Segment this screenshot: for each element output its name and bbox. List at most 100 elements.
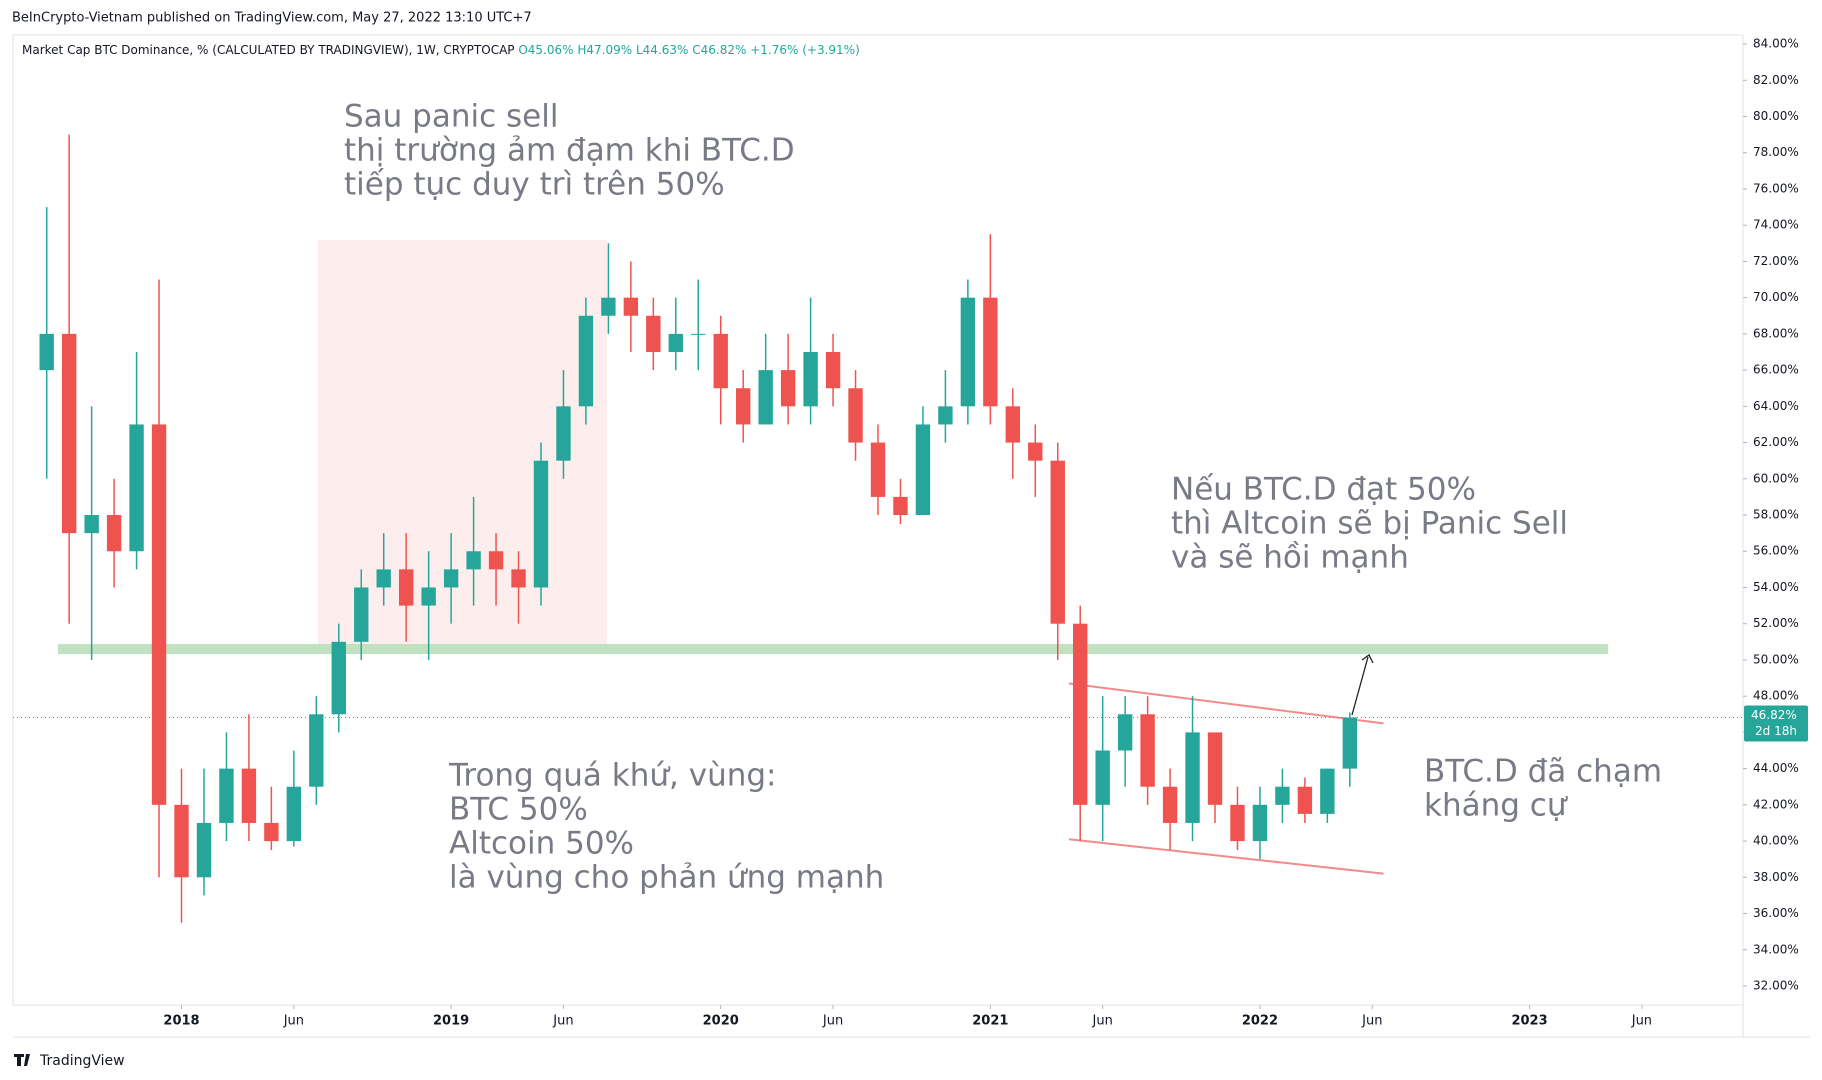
candle-body xyxy=(825,351,841,389)
x-tick-label: 2019 xyxy=(433,1014,469,1029)
arrow xyxy=(1351,656,1369,716)
candle-body xyxy=(1162,786,1178,823)
candle-body xyxy=(219,768,234,823)
y-tick-label: 68.00% xyxy=(1753,326,1799,340)
legend-low: L44.63% xyxy=(636,43,688,57)
legend-change: +1.76% (+3.91%) xyxy=(750,43,860,57)
annotation-line: thị trường ảm đạm khi BTC.D xyxy=(344,133,795,169)
candle-body xyxy=(803,351,818,407)
candle-body xyxy=(915,424,931,516)
x-tick-label: 2020 xyxy=(703,1014,739,1029)
candle-body xyxy=(1230,804,1245,842)
candle-body xyxy=(488,551,504,570)
annotation-line: BTC.D đã chạm xyxy=(1424,754,1662,790)
annotation-line: kháng cự xyxy=(1424,788,1568,824)
candle-body xyxy=(1095,750,1110,805)
candle-body xyxy=(106,515,122,552)
y-tick-label: 42.00% xyxy=(1753,797,1799,811)
annotation-line: Altcoin 50% xyxy=(449,826,634,862)
candle-body xyxy=(1005,406,1020,443)
candle-body xyxy=(960,297,976,407)
y-tick-label: 48.00% xyxy=(1753,689,1799,703)
candle-body xyxy=(578,315,594,407)
candle-body xyxy=(309,714,324,787)
x-tick-label: Jun xyxy=(822,1014,843,1029)
candle-body xyxy=(398,569,414,606)
candle-body xyxy=(646,315,661,352)
candle-body xyxy=(938,406,953,425)
annotation-line: thì Altcoin sẽ bị Panic Sell xyxy=(1171,506,1568,542)
candle-body xyxy=(1185,732,1200,823)
candle-body xyxy=(668,333,683,352)
footer: TradingView xyxy=(39,1053,125,1069)
channel-line xyxy=(1068,838,1384,875)
candle-body xyxy=(556,406,571,461)
x-tick-label: 2021 xyxy=(972,1014,1008,1029)
header: BeInCrypto-Vietnam published on TradingV… xyxy=(12,11,532,26)
last-price-label: 46.82% xyxy=(1751,708,1797,722)
candle-body xyxy=(758,370,773,425)
candle-body xyxy=(286,786,302,842)
legend: Market Cap BTC Dominance, % (CALCULATED … xyxy=(22,43,860,57)
y-tick-label: 74.00% xyxy=(1753,218,1799,232)
candle-body xyxy=(1028,442,1043,461)
candle-body xyxy=(376,569,391,588)
arrow-head xyxy=(1361,654,1374,664)
x-tick-label: Jun xyxy=(283,1014,304,1029)
annotation-line: BTC 50% xyxy=(449,792,588,828)
candle-body xyxy=(466,551,481,570)
annotation-line: là vùng cho phản ứng mạnh xyxy=(449,860,884,896)
x-tick-label: 2022 xyxy=(1242,1014,1278,1029)
candle-body xyxy=(1207,732,1223,805)
x-tick-label: Jun xyxy=(1631,1014,1652,1029)
candle-body xyxy=(736,388,751,425)
candle-body xyxy=(870,442,886,497)
candle-body xyxy=(443,569,459,588)
y-tick-label: 78.00% xyxy=(1753,145,1799,159)
y-tick-label: 44.00% xyxy=(1753,761,1799,775)
y-tick-label: 64.00% xyxy=(1753,399,1799,413)
candle-body xyxy=(848,388,863,443)
legend-open: O45.06% xyxy=(518,43,573,57)
candle-body xyxy=(354,587,369,642)
y-tick-label: 50.00% xyxy=(1753,652,1799,666)
y-tick-label: 76.00% xyxy=(1753,181,1799,195)
candle-body xyxy=(129,424,144,552)
y-tick-label: 36.00% xyxy=(1753,906,1799,920)
y-tick-label: 82.00% xyxy=(1753,73,1799,87)
y-tick-label: 62.00% xyxy=(1753,435,1799,449)
last-price-countdown: 2d 18h xyxy=(1755,724,1797,738)
y-tick-label: 40.00% xyxy=(1753,834,1799,848)
candle-body xyxy=(1320,768,1335,814)
x-tick-label: Jun xyxy=(552,1014,573,1029)
candle-body xyxy=(421,587,436,606)
candle-body xyxy=(691,333,706,335)
x-tick-label: Jun xyxy=(1361,1014,1382,1029)
tv-logo xyxy=(14,1054,30,1066)
y-tick-label: 58.00% xyxy=(1753,508,1799,522)
candle-body xyxy=(151,424,167,805)
annotation-line: tiếp tục duy trì trên 50% xyxy=(344,167,725,203)
candle-body xyxy=(61,333,77,534)
candle-body xyxy=(1140,714,1155,787)
candle-body xyxy=(601,297,616,316)
support-band xyxy=(57,644,1609,655)
candle-body xyxy=(1342,717,1358,769)
candle-body xyxy=(893,496,908,516)
candle-body xyxy=(1252,804,1268,842)
y-tick-label: 84.00% xyxy=(1753,37,1799,51)
y-tick-label: 70.00% xyxy=(1753,290,1799,304)
candle-body xyxy=(1275,786,1290,805)
y-tick-label: 52.00% xyxy=(1753,616,1799,630)
annotation-line: Sau panic sell xyxy=(344,99,558,135)
candle-body xyxy=(84,515,99,534)
candle-body xyxy=(196,822,212,878)
annotation-line: và sẽ hồi mạnh xyxy=(1171,540,1409,576)
candle-body xyxy=(533,460,549,588)
y-tick-label: 72.00% xyxy=(1753,254,1799,268)
candle-body xyxy=(241,768,257,823)
marks: 32.00% 34.00% 36.00% 38.00% 40.00% 42.00% 44.0… xyxy=(13,37,1799,1029)
y-tick-label: 56.00% xyxy=(1753,544,1799,558)
legend-high: H47.09% xyxy=(577,43,632,57)
